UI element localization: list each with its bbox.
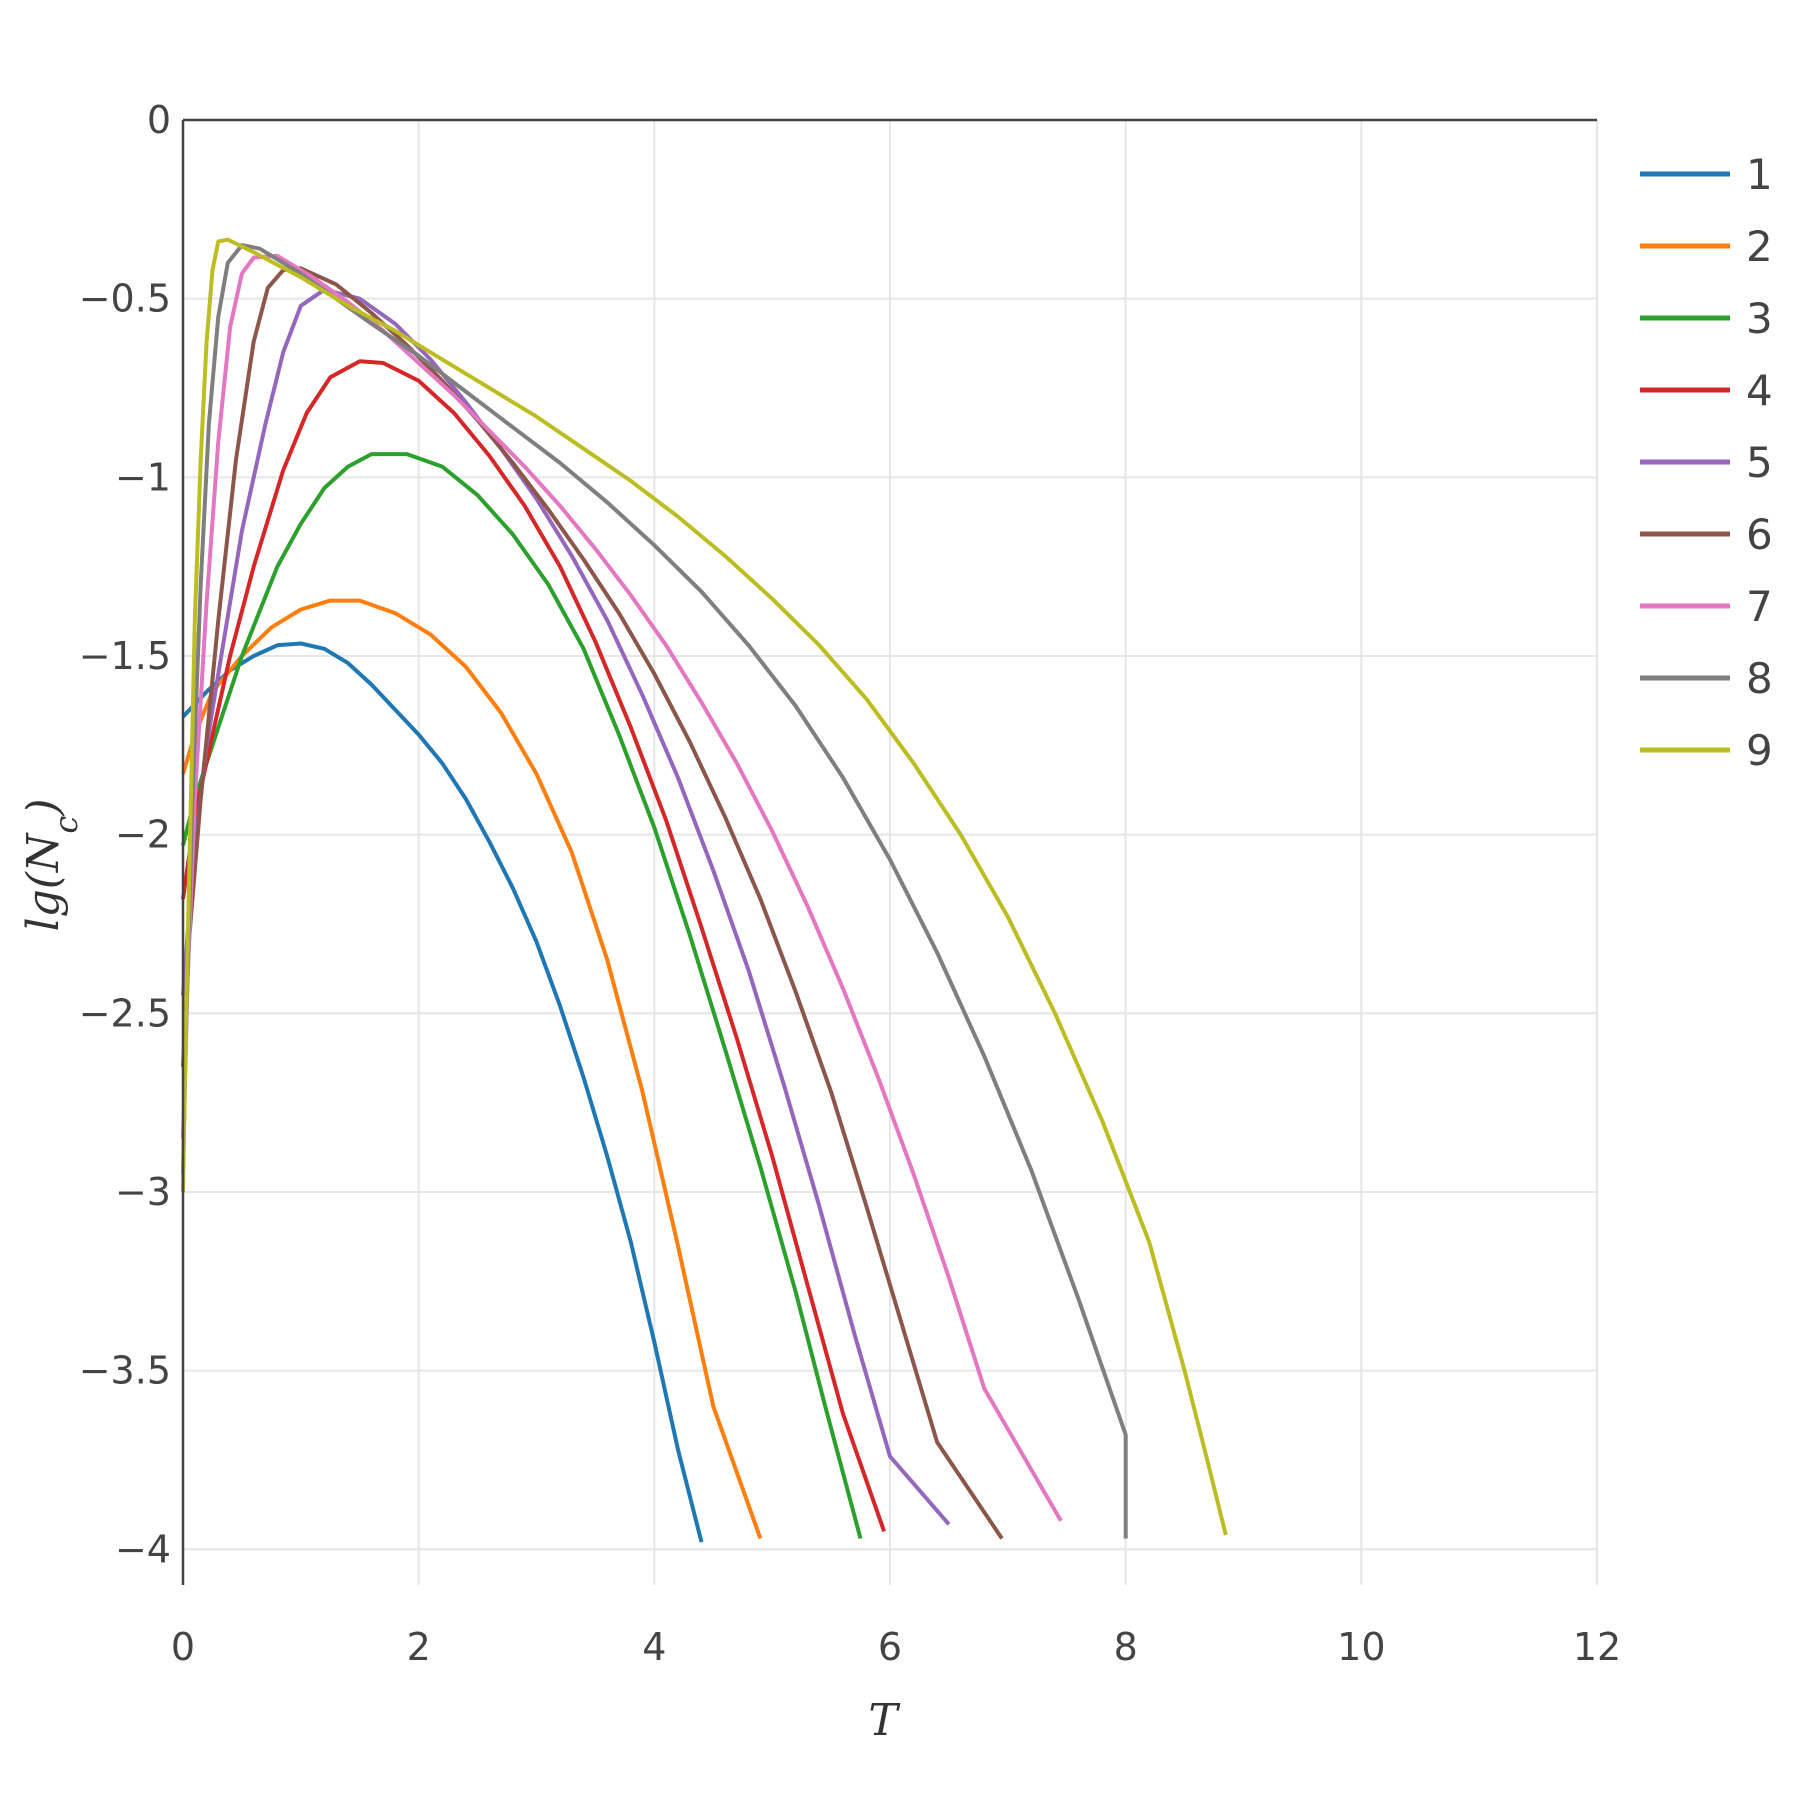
x-tick-label: 8 [1114, 1625, 1138, 1669]
x-tick-label: 4 [642, 1625, 666, 1669]
y-axis-title: lg(Nc) [18, 799, 85, 932]
y-tick-label: −2.5 [79, 991, 171, 1035]
series-line-1 [181, 641, 704, 1543]
y-tick-label: −4 [115, 1527, 171, 1571]
series-line-3 [181, 452, 863, 1540]
x-tick-label: 6 [878, 1625, 902, 1669]
series-line-6 [181, 266, 1004, 1540]
x-tick-label: 12 [1573, 1625, 1621, 1669]
series-line-8 [181, 243, 1128, 1539]
legend-label-6: 6 [1746, 510, 1773, 559]
y-tick-label: 0 [147, 98, 171, 142]
legend-label-9: 9 [1746, 726, 1773, 775]
x-tick-label: 0 [171, 1625, 195, 1669]
legend-label-5: 5 [1746, 438, 1773, 487]
legend-label-4: 4 [1746, 366, 1773, 415]
y-tick-label: −3 [115, 1170, 171, 1214]
y-tick-label: −1 [115, 455, 171, 499]
legend-label-8: 8 [1746, 654, 1773, 703]
legend-label-7: 7 [1746, 582, 1773, 631]
tick-labels: 0 2 4 6 8 10 12 0 −0.5 −1 −1.5 −2 −2.5 −3 −3.5 −4 [79, 98, 1621, 1669]
x-tick-label: 2 [407, 1625, 431, 1669]
series-line-7 [181, 253, 1063, 1522]
axes [181, 118, 1597, 1585]
legend-label-3: 3 [1746, 294, 1773, 343]
x-axis-title: T [868, 1695, 901, 1746]
legend: 1 2 3 4 5 6 7 8 9 [1640, 150, 1773, 775]
legend-label-1: 1 [1746, 150, 1773, 199]
series-line-5 [181, 287, 951, 1526]
series-line-4 [181, 359, 886, 1533]
series-line-9 [181, 237, 1228, 1536]
y-tick-label: −2 [115, 813, 171, 857]
series-line-2 [181, 598, 763, 1540]
gridlines [183, 120, 1598, 1585]
series-lines [181, 237, 1228, 1543]
legend-label-2: 2 [1746, 222, 1773, 271]
x-tick-label: 10 [1337, 1625, 1385, 1669]
y-tick-label: −3.5 [79, 1349, 171, 1393]
y-tick-label: −1.5 [79, 634, 171, 678]
y-tick-label: −0.5 [79, 277, 171, 321]
